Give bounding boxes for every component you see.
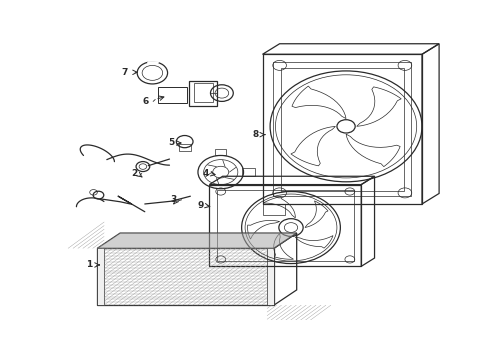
Polygon shape xyxy=(98,248,104,305)
Text: 2: 2 xyxy=(131,169,137,178)
Polygon shape xyxy=(267,248,274,305)
Text: 6: 6 xyxy=(142,97,148,106)
Text: 1: 1 xyxy=(86,261,93,269)
Text: 3: 3 xyxy=(171,195,177,204)
Text: 4: 4 xyxy=(203,169,209,178)
Text: 7: 7 xyxy=(122,68,128,77)
Text: 9: 9 xyxy=(197,201,204,210)
Text: 8: 8 xyxy=(252,130,259,139)
Text: 5: 5 xyxy=(168,139,174,148)
Bar xyxy=(158,87,187,103)
